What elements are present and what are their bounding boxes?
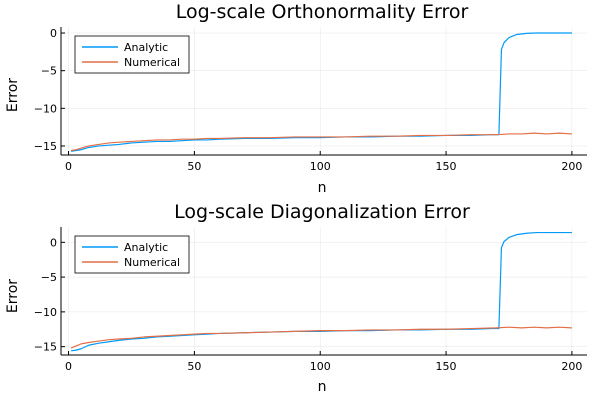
chart-title: Log-scale Orthonormality Error <box>176 1 469 23</box>
y-tick-label: −15 <box>34 140 57 153</box>
y-tick-label: 0 <box>50 236 57 249</box>
series-layer <box>70 32 572 152</box>
series-line-analytic <box>70 32 572 152</box>
tick-labels: 0 50 100 150 200 0 −5 −10 −15 <box>34 27 583 173</box>
legend-box <box>74 35 190 74</box>
series-line-numerical <box>70 326 572 349</box>
x-axis-label: n <box>318 379 327 395</box>
axes <box>60 27 587 156</box>
y-tick-label: −10 <box>34 102 57 115</box>
legend-label-analytic: Analytic <box>124 41 168 54</box>
orthonormality-chart: 0 50 100 150 200 0 −5 −10 −15 Log-scale Orthonor… <box>5 1 587 196</box>
legend: Analytic Numerical <box>74 35 190 74</box>
y-tick-label: −10 <box>34 306 57 319</box>
legend-box <box>74 235 190 274</box>
axes <box>60 227 587 356</box>
x-tick-label: 50 <box>187 360 201 373</box>
y-tick-label: −15 <box>34 341 57 354</box>
legend-label-numerical: Numerical <box>124 56 180 69</box>
x-tick-label: 0 <box>65 160 72 173</box>
x-tick-label: 100 <box>310 160 331 173</box>
x-axis-label: n <box>318 180 327 196</box>
x-tick-label: 100 <box>310 360 331 373</box>
tick-labels: 0 50 100 150 200 0 −5 −10 −15 <box>34 236 583 373</box>
y-tick-label: −5 <box>41 65 57 78</box>
legend: Analytic Numerical <box>74 235 190 274</box>
chart-title: Log-scale Diagonalization Error <box>174 201 470 223</box>
legend-label-numerical: Numerical <box>124 256 180 269</box>
series-layer <box>70 231 572 352</box>
x-tick-label: 200 <box>561 160 582 173</box>
y-axis-label: Error <box>5 279 21 313</box>
x-tick-label: 200 <box>561 360 582 373</box>
y-tick-label: 0 <box>50 27 57 40</box>
x-tick-label: 0 <box>65 360 72 373</box>
x-tick-label: 150 <box>436 160 457 173</box>
legend-label-analytic: Analytic <box>124 241 168 254</box>
y-axis-label: Error <box>5 78 21 112</box>
x-tick-label: 150 <box>436 360 457 373</box>
x-tick-label: 50 <box>187 160 201 173</box>
y-tick-label: −5 <box>41 271 57 284</box>
series-line-numerical <box>70 132 572 152</box>
diagonalization-chart: 0 50 100 150 200 0 −5 −10 −15 Log-scale Diagonal… <box>5 201 587 395</box>
